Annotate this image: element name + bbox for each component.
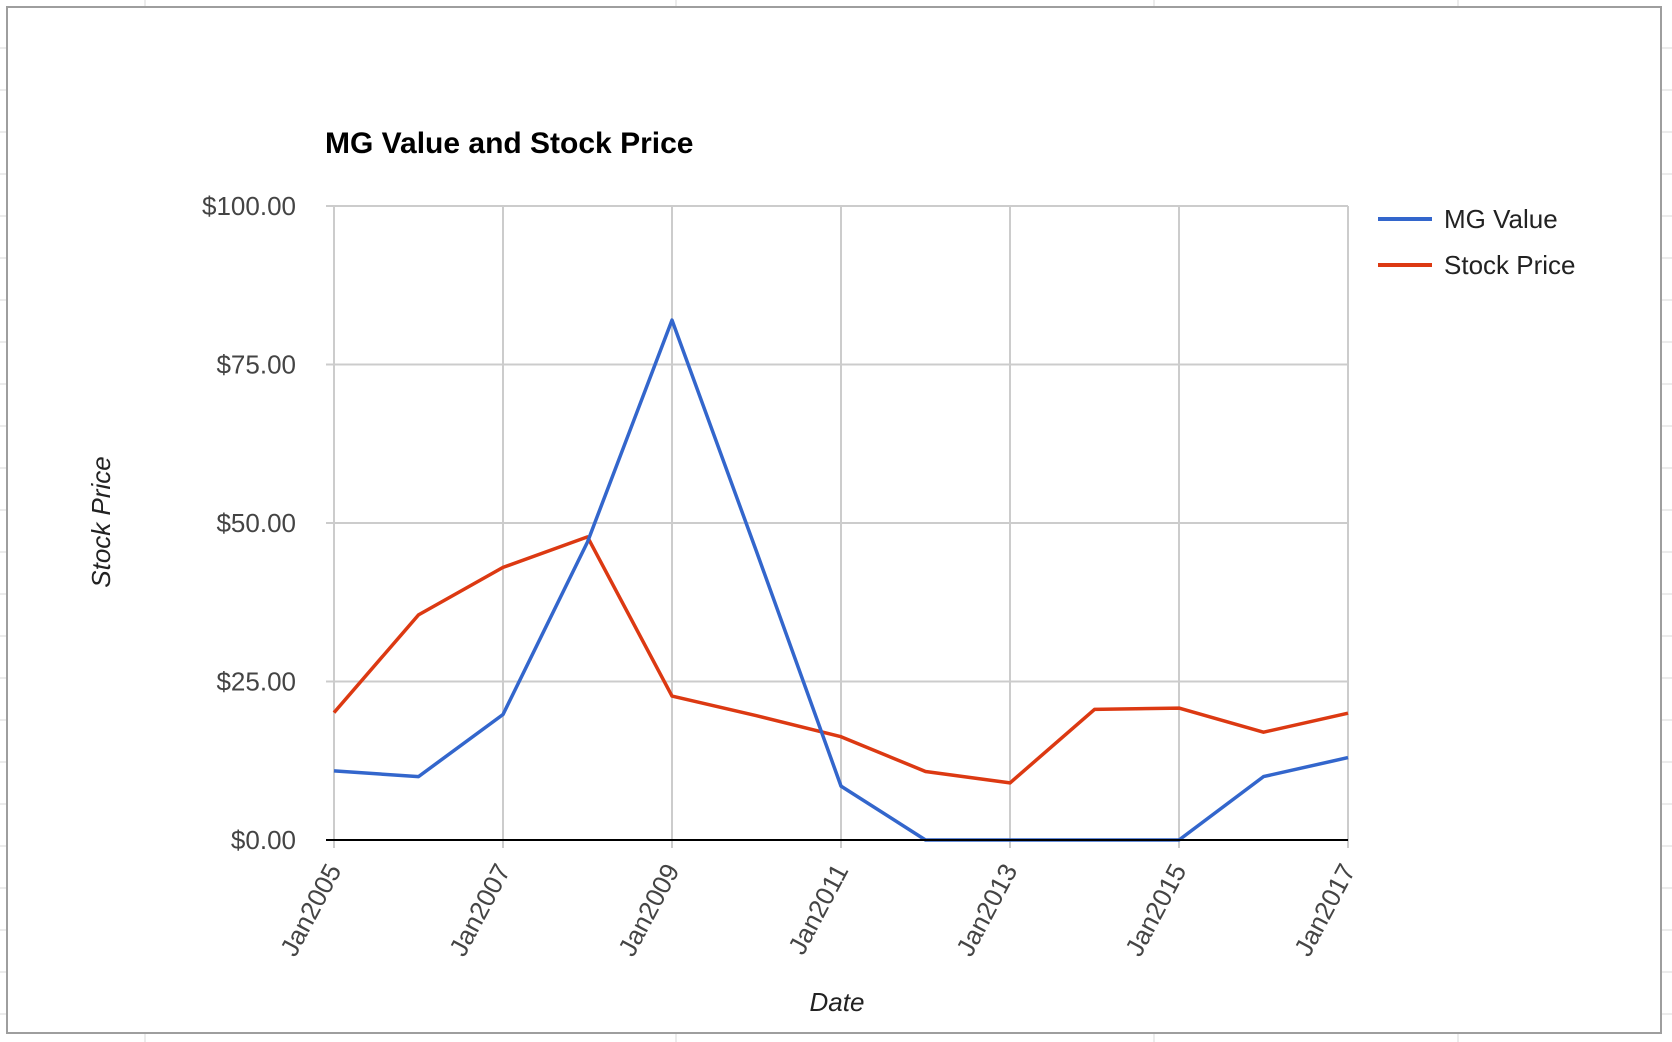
y-axis-label: Stock Price: [86, 456, 116, 588]
x-tick-label: Jan2015: [1119, 859, 1192, 961]
legend-label: MG Value: [1444, 204, 1558, 234]
x-axis-tick-labels: Jan2005 Jan2007 Jan2009 Jan2011 Jan2013 Jan20…: [274, 859, 1361, 961]
x-tick-label: Jan2017: [1288, 859, 1361, 961]
x-tick-label: Jan2011: [782, 859, 854, 959]
x-tick-label: Jan2013: [950, 859, 1023, 961]
y-tick-label: $100.00: [202, 191, 296, 221]
y-tick-label: $25.00: [216, 667, 296, 697]
y-axis-tick-labels: $0.00 $25.00 $50.00 $75.00 $100.00: [202, 191, 296, 855]
series-line-stock-price[interactable]: [332, 535, 1349, 785]
legend-label: Stock Price: [1444, 250, 1576, 280]
chart-title: MG Value and Stock Price: [325, 127, 693, 160]
x-axis-label: Date: [810, 987, 865, 1017]
x-tick-label: Jan2007: [443, 859, 516, 961]
legend-item[interactable]: Stock Price: [1378, 250, 1576, 280]
x-tick-label: Jan2009: [612, 859, 685, 961]
chart-container[interactable]: [6, 6, 1662, 1034]
y-tick-label: $75.00: [216, 350, 296, 380]
legend: MG Value Stock Price: [1378, 204, 1576, 280]
gridlines: [326, 205, 1349, 848]
y-tick-label: $50.00: [216, 508, 296, 538]
y-tick-label: $0.00: [231, 825, 296, 855]
x-tick-label: Jan2005: [274, 859, 347, 961]
legend-item[interactable]: MG Value: [1378, 204, 1558, 234]
